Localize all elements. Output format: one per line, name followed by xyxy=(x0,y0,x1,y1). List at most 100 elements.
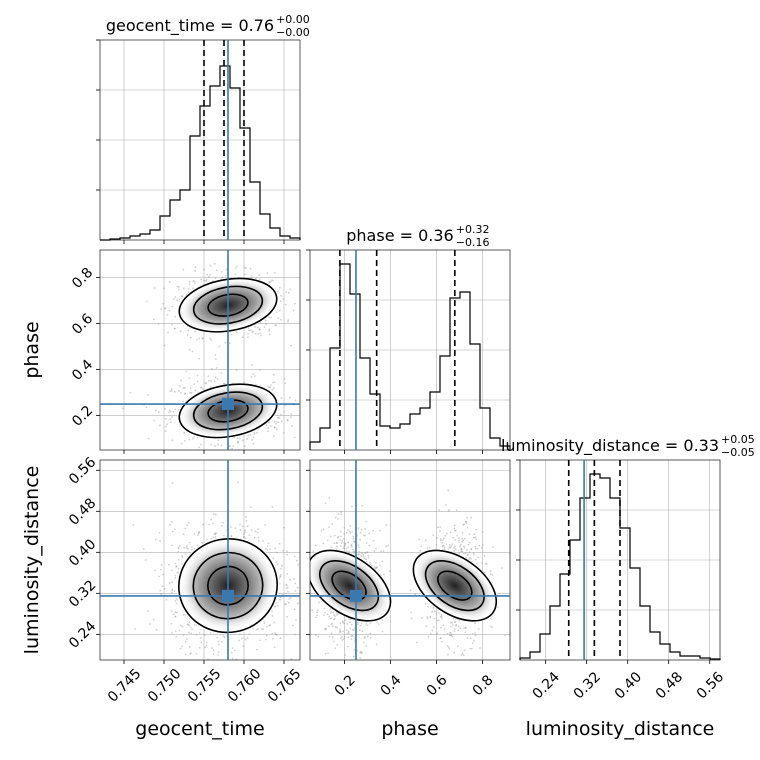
sample-point xyxy=(182,533,185,536)
sample-point xyxy=(275,324,278,327)
sample-point xyxy=(437,526,439,529)
sample-point xyxy=(369,632,372,635)
sample-point xyxy=(381,560,384,563)
sample-point xyxy=(453,628,456,630)
sample-point xyxy=(248,329,251,332)
sample-point xyxy=(234,267,237,270)
sample-point xyxy=(168,409,171,412)
sample-point xyxy=(453,621,456,623)
sample-point xyxy=(442,544,445,547)
sample-point xyxy=(239,437,241,440)
sample-point xyxy=(170,622,173,625)
sample-point xyxy=(352,540,355,543)
sample-point xyxy=(472,552,475,555)
sample-point xyxy=(432,534,435,537)
sample-point xyxy=(478,647,481,649)
x-tick-label: 0.750 xyxy=(145,666,185,706)
sample-point xyxy=(164,407,167,410)
sample-point xyxy=(455,624,457,627)
sample-point xyxy=(210,379,212,382)
sample-point xyxy=(444,534,447,537)
sample-point xyxy=(213,262,216,265)
sample-point xyxy=(294,633,296,636)
sample-point xyxy=(284,603,287,606)
sample-point xyxy=(475,562,478,565)
sample-point xyxy=(195,652,198,655)
sample-point xyxy=(418,538,420,541)
y-tick-label: 0.40 xyxy=(66,536,99,569)
sample-point xyxy=(253,375,256,378)
sample-point xyxy=(351,505,353,508)
sample-point xyxy=(257,333,260,335)
sample-point xyxy=(269,280,272,283)
sample-point xyxy=(195,633,198,636)
sample-point xyxy=(176,571,179,574)
title-geocent_time: geocent_time = 0.76 +0.00−0.00 xyxy=(106,13,310,39)
sample-point xyxy=(163,588,166,590)
sample-point xyxy=(450,621,453,624)
sample-point xyxy=(373,565,376,568)
sample-point xyxy=(266,549,269,551)
sample-point xyxy=(342,620,344,623)
sample-point xyxy=(469,557,471,559)
sample-point xyxy=(168,411,171,414)
sample-point xyxy=(269,624,271,627)
sample-point xyxy=(296,586,299,589)
sample-point xyxy=(468,533,471,536)
sample-point xyxy=(415,641,418,644)
sample-point xyxy=(162,573,165,576)
sample-point xyxy=(170,610,173,613)
sample-point xyxy=(462,539,465,542)
sample-point xyxy=(182,613,185,616)
sample-point xyxy=(147,610,149,612)
sample-point xyxy=(448,509,451,511)
sample-point xyxy=(361,504,363,507)
sample-point xyxy=(259,368,261,371)
sample-point xyxy=(443,537,445,539)
sample-point xyxy=(189,387,192,389)
sample-point xyxy=(174,562,177,565)
sample-point xyxy=(186,547,189,550)
sample-point xyxy=(160,308,162,310)
sample-point xyxy=(220,444,223,447)
sample-point xyxy=(258,328,261,331)
density-phase-luminosity_distance xyxy=(310,489,507,660)
sample-point xyxy=(249,267,252,270)
sample-point xyxy=(463,537,466,540)
sample-point xyxy=(166,313,169,316)
sample-point xyxy=(351,628,354,631)
sample-point xyxy=(220,641,223,643)
sample-point xyxy=(220,270,223,273)
sample-point xyxy=(460,547,463,550)
sample-point xyxy=(263,620,265,623)
sample-point xyxy=(257,628,259,630)
sample-point xyxy=(374,561,377,564)
sample-point xyxy=(276,551,278,554)
sample-point xyxy=(305,615,307,617)
sample-point xyxy=(184,641,187,643)
sample-point xyxy=(343,547,345,550)
sample-point xyxy=(490,625,492,628)
sample-point xyxy=(388,570,391,573)
sample-point xyxy=(174,630,177,633)
sample-point xyxy=(314,634,317,637)
x-tick-label: 0.745 xyxy=(105,666,145,706)
sample-point xyxy=(351,634,353,637)
sample-point xyxy=(332,618,335,621)
sample-point xyxy=(272,373,275,376)
sample-point xyxy=(414,593,417,596)
sample-point xyxy=(180,295,183,297)
sample-point xyxy=(347,541,350,544)
sample-point xyxy=(340,636,343,638)
sample-point xyxy=(241,525,244,528)
sample-point xyxy=(444,504,447,506)
sample-point xyxy=(329,617,332,620)
sample-point xyxy=(475,538,478,541)
y-tick-label: 0.56 xyxy=(66,454,99,487)
sample-point xyxy=(243,531,246,534)
sample-point xyxy=(350,543,353,546)
sample-point xyxy=(279,300,282,303)
sample-point xyxy=(369,563,372,566)
x-axis-label: luminosity_distance xyxy=(526,718,715,740)
sample-point xyxy=(164,425,167,428)
